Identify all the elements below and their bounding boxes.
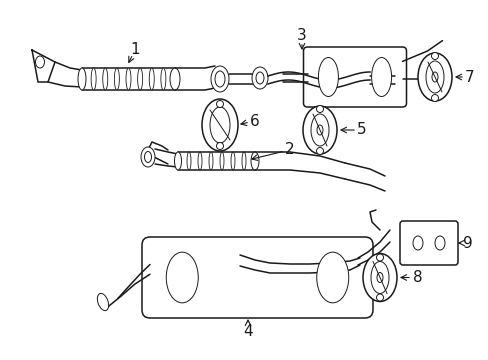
Ellipse shape [137,68,142,90]
Ellipse shape [198,152,202,170]
Text: 3: 3 [297,28,306,44]
Ellipse shape [102,68,107,90]
Ellipse shape [126,68,131,90]
Polygon shape [32,50,55,82]
Ellipse shape [310,114,328,146]
Text: 5: 5 [356,122,366,138]
Ellipse shape [174,152,181,170]
Ellipse shape [417,53,451,101]
Text: 2: 2 [285,143,294,157]
Ellipse shape [430,94,438,102]
Ellipse shape [251,67,267,89]
Text: 4: 4 [243,324,252,339]
Ellipse shape [91,68,96,90]
Ellipse shape [376,254,383,261]
Ellipse shape [316,105,323,112]
Ellipse shape [216,143,223,149]
Ellipse shape [230,152,235,170]
FancyBboxPatch shape [303,47,406,107]
Ellipse shape [242,152,245,170]
Text: 8: 8 [412,270,422,285]
Ellipse shape [376,294,383,301]
Ellipse shape [210,66,228,92]
Ellipse shape [431,72,437,82]
Ellipse shape [170,68,180,90]
Ellipse shape [362,253,396,301]
FancyBboxPatch shape [142,237,372,318]
Ellipse shape [209,107,229,143]
Ellipse shape [318,58,338,96]
Ellipse shape [202,99,238,151]
Ellipse shape [256,72,264,84]
Ellipse shape [166,252,198,303]
Ellipse shape [371,58,391,96]
Ellipse shape [144,152,151,162]
Ellipse shape [250,152,259,170]
Text: 7: 7 [464,69,474,85]
Ellipse shape [316,252,348,303]
FancyBboxPatch shape [399,221,457,265]
Ellipse shape [149,68,154,90]
Ellipse shape [434,236,444,250]
Text: 1: 1 [130,42,140,58]
Ellipse shape [36,56,44,68]
Ellipse shape [425,61,443,93]
Ellipse shape [316,148,323,154]
Ellipse shape [376,273,382,283]
Ellipse shape [97,293,108,311]
Ellipse shape [412,236,422,250]
Text: 9: 9 [462,235,472,251]
Ellipse shape [161,68,165,90]
Ellipse shape [220,152,224,170]
Ellipse shape [141,147,155,167]
Ellipse shape [114,68,119,90]
Ellipse shape [216,100,223,108]
Ellipse shape [430,53,438,59]
Ellipse shape [208,152,213,170]
Ellipse shape [215,71,224,87]
Ellipse shape [316,125,323,135]
Ellipse shape [370,261,388,293]
Ellipse shape [303,106,336,154]
Ellipse shape [186,152,191,170]
Ellipse shape [78,68,86,90]
Text: 6: 6 [250,114,259,130]
